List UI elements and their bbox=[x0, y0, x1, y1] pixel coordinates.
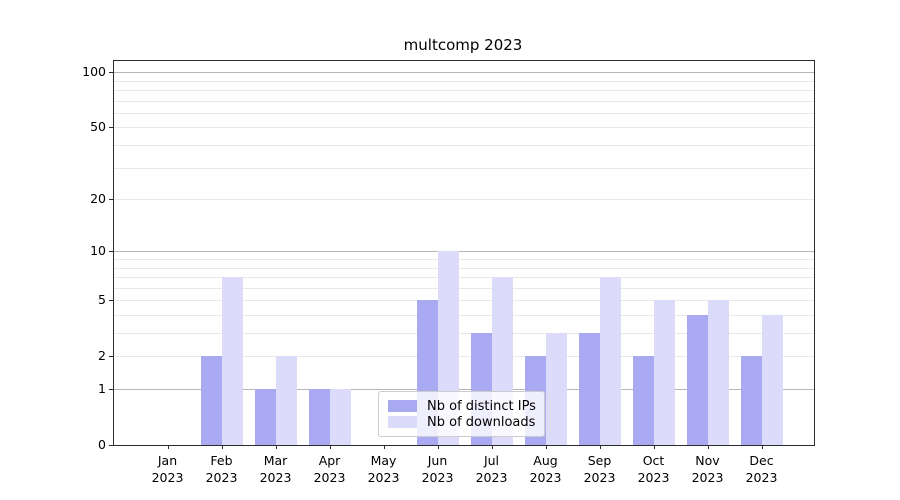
x-tick-mark bbox=[221, 445, 223, 449]
x-axis-tick-label: Apr 2023 bbox=[313, 453, 346, 485]
y-gridline-minor bbox=[114, 259, 814, 260]
legend-item-downloads: Nb of downloads bbox=[388, 414, 535, 430]
x-axis-tick-label: Jul 2023 bbox=[475, 453, 508, 485]
x-tick-mark bbox=[275, 445, 277, 449]
y-gridline-minor bbox=[114, 145, 814, 146]
x-tick-mark bbox=[437, 445, 439, 449]
y-tick-mark bbox=[109, 251, 114, 253]
y-tick-mark bbox=[109, 389, 114, 390]
bar-distinct-ips bbox=[686, 315, 708, 445]
y-gridline-minor bbox=[114, 356, 814, 358]
bar-distinct-ips bbox=[740, 356, 762, 445]
bar-downloads bbox=[545, 333, 567, 445]
x-axis-tick-label: May 2023 bbox=[367, 453, 400, 485]
y-axis-tick-label: 0 bbox=[98, 437, 106, 452]
x-tick-mark bbox=[707, 445, 709, 449]
x-tick-mark bbox=[761, 445, 763, 449]
bar-distinct-ips bbox=[308, 389, 330, 445]
y-gridline-minor bbox=[114, 315, 814, 316]
y-gridline-minor bbox=[114, 167, 814, 169]
legend: Nb of distinct IPs Nb of downloads bbox=[378, 391, 545, 437]
y-gridline-minor bbox=[114, 333, 814, 334]
x-axis-tick-label: Sep 2023 bbox=[583, 453, 616, 485]
bar-downloads bbox=[275, 356, 297, 445]
y-gridline-major bbox=[114, 72, 814, 74]
legend-label-distinct-ips: Nb of distinct IPs bbox=[427, 398, 536, 414]
y-axis-tick-label: 2 bbox=[98, 348, 106, 364]
x-tick-mark bbox=[329, 445, 331, 449]
y-axis-tick-label: 1 bbox=[98, 381, 106, 396]
legend-swatch-downloads bbox=[388, 416, 417, 428]
y-tick-mark bbox=[109, 445, 114, 446]
x-axis-tick-label: Aug 2023 bbox=[529, 453, 562, 485]
y-axis-tick-label: 50 bbox=[90, 119, 106, 135]
plot-area: 0 1 2 5 10 20 50 100 Jan 2023 Feb 2023 Mar 2023 Apr 20… bbox=[82, 60, 815, 485]
x-tick-mark bbox=[653, 445, 655, 449]
y-axis-tick-label: 5 bbox=[98, 292, 106, 308]
x-tick-mark bbox=[167, 445, 169, 449]
y-gridline-minor bbox=[114, 90, 814, 91]
x-tick-mark bbox=[545, 445, 547, 449]
y-gridline-major bbox=[114, 251, 814, 253]
y-gridline-minor bbox=[114, 112, 814, 114]
legend-swatch-distinct-ips bbox=[388, 400, 417, 412]
x-axis-tick-label: Mar 2023 bbox=[259, 453, 292, 485]
x-axis-tick-label: Jan 2023 bbox=[151, 453, 184, 485]
x-axis-tick-label: Jun 2023 bbox=[421, 453, 454, 485]
y-tick-mark bbox=[109, 72, 114, 74]
legend-label-downloads: Nb of downloads bbox=[427, 414, 536, 430]
y-tick-mark bbox=[109, 300, 114, 302]
bar-downloads bbox=[599, 277, 621, 445]
y-axis-tick-label: 100 bbox=[82, 64, 106, 80]
bar-distinct-ips bbox=[254, 389, 276, 445]
y-gridline-minor bbox=[114, 100, 814, 102]
bar-downloads bbox=[329, 389, 351, 445]
x-axis-tick-label: Feb 2023 bbox=[205, 453, 238, 485]
y-gridline-minor bbox=[114, 80, 814, 82]
y-gridline-minor bbox=[114, 199, 814, 201]
bar-distinct-ips bbox=[578, 333, 600, 445]
x-tick-mark bbox=[383, 445, 385, 449]
bar-downloads bbox=[653, 300, 675, 445]
chart-title: multcomp 2023 bbox=[403, 36, 523, 54]
x-tick-mark bbox=[491, 445, 493, 449]
y-tick-mark bbox=[109, 199, 114, 201]
y-tick-mark bbox=[109, 356, 114, 358]
y-gridline-major bbox=[114, 389, 814, 390]
x-axis-tick-label: Oct 2023 bbox=[637, 453, 670, 485]
y-axis-tick-label: 20 bbox=[90, 191, 106, 207]
y-gridline-minor bbox=[114, 287, 814, 289]
x-axis-tick-label: Dec 2023 bbox=[745, 453, 778, 485]
y-tick-mark bbox=[109, 127, 114, 129]
bar-downloads bbox=[221, 277, 243, 445]
x-axis-tick-label: Nov 2023 bbox=[691, 453, 724, 485]
y-gridline-minor bbox=[114, 127, 814, 129]
bar-distinct-ips bbox=[200, 356, 222, 445]
legend-item-distinct-ips: Nb of distinct IPs bbox=[388, 398, 536, 414]
y-axis-tick-label: 10 bbox=[90, 243, 106, 259]
bar-downloads bbox=[707, 300, 729, 445]
bar-downloads bbox=[761, 315, 783, 445]
y-gridline-minor bbox=[114, 277, 814, 278]
x-tick-mark bbox=[599, 445, 601, 449]
bar-distinct-ips bbox=[632, 356, 654, 445]
y-gridline-minor bbox=[114, 267, 814, 269]
y-gridline-minor bbox=[114, 300, 814, 302]
